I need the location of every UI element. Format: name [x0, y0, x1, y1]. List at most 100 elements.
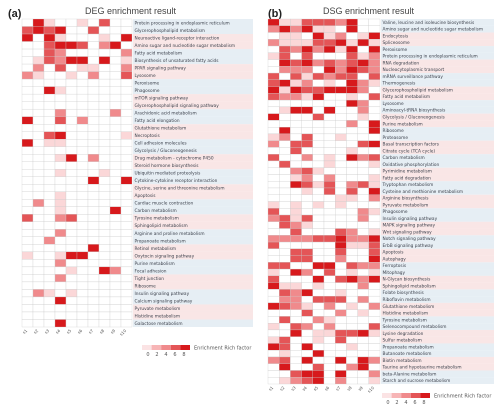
heatmap-cell	[290, 99, 302, 108]
heatmap-cell	[357, 72, 369, 80]
term-band	[381, 350, 494, 357]
heatmap-cell	[301, 106, 313, 114]
heatmap-cell	[32, 236, 45, 245]
heatmap-cell	[357, 45, 369, 53]
heatmap-cell	[346, 187, 358, 195]
heatmap-cell	[346, 377, 358, 385]
heatmap-cell	[357, 127, 369, 135]
heatmap-cell	[357, 79, 369, 87]
heatmap-cell	[312, 248, 325, 256]
heatmap-cell	[267, 221, 280, 229]
heatmap-cell	[54, 176, 67, 185]
heatmap-cell	[54, 63, 67, 72]
heatmap-cell	[312, 154, 325, 162]
heatmap-cell	[279, 39, 291, 47]
heatmap-cell	[346, 120, 358, 128]
heatmap-cell	[279, 295, 291, 304]
heatmap-cell	[54, 259, 67, 268]
heatmap-cell	[267, 25, 280, 33]
term-band	[381, 248, 494, 256]
heatmap-cell	[98, 229, 111, 237]
heatmap-cell	[279, 323, 291, 331]
heatmap-cell	[76, 41, 89, 50]
heatmap-cell	[32, 48, 45, 57]
heatmap-cell	[335, 370, 347, 378]
heatmap-cell	[312, 32, 325, 40]
term-label: Tight junction	[134, 276, 165, 282]
term-band	[381, 201, 494, 209]
heatmap-cell	[301, 201, 313, 209]
heatmap-cell	[301, 18, 313, 26]
panel-b-tag: (b)	[268, 8, 282, 20]
heatmap-cell	[21, 154, 34, 162]
heatmap-cell	[290, 113, 302, 121]
heatmap-cell	[368, 248, 381, 256]
heatmap-cell	[65, 251, 78, 260]
heatmap-cell	[335, 343, 347, 351]
term-label: Endocytosis	[383, 33, 409, 39]
heatmap-cell	[323, 248, 336, 256]
term-band	[381, 160, 494, 168]
heatmap-cell	[54, 169, 67, 177]
heatmap-cell	[335, 241, 347, 249]
heatmap-cell	[290, 133, 302, 141]
heatmap-cell	[267, 174, 280, 182]
heatmap-cell	[267, 336, 280, 344]
heatmap-cell	[335, 275, 347, 283]
heatmap-cell	[76, 101, 89, 110]
heatmap-cell	[323, 140, 336, 148]
heatmap-cell	[87, 176, 100, 185]
heatmap-cell	[368, 187, 381, 195]
legend-swatch	[382, 393, 392, 398]
heatmap-cell	[98, 146, 111, 155]
heatmap-cell	[346, 370, 358, 378]
term-band	[133, 184, 253, 192]
panel-a-heatmap	[21, 18, 133, 328]
heatmap-cell	[290, 221, 302, 229]
heatmap-cell	[76, 274, 89, 283]
term-label: Pyrimidine metabolism	[383, 169, 432, 175]
heatmap-cell	[54, 244, 67, 253]
heatmap-cell	[357, 248, 369, 256]
heatmap-cell	[290, 93, 302, 101]
heatmap-cell	[65, 266, 78, 275]
heatmap-cell	[323, 133, 336, 141]
heatmap-cell	[290, 32, 302, 40]
heatmap-cell	[357, 329, 369, 337]
heatmap-cell	[290, 289, 302, 297]
heatmap-cell	[357, 167, 369, 175]
term-label: Ribosome	[383, 128, 405, 134]
heatmap-cell	[357, 241, 369, 249]
heatmap-cell	[76, 124, 89, 132]
heatmap-cell	[290, 268, 302, 276]
term-label: mRNA surveillance pathway	[383, 74, 444, 80]
heatmap-cell	[312, 106, 325, 114]
heatmap-cell	[109, 78, 122, 87]
heatmap-cell	[21, 161, 34, 170]
heatmap-cell	[290, 350, 302, 358]
heatmap-cell	[279, 106, 291, 114]
heatmap-cell	[346, 52, 358, 60]
heatmap-cell	[21, 176, 34, 185]
term-band	[381, 86, 494, 94]
heatmap-cell	[368, 268, 381, 276]
heatmap-cell	[267, 79, 280, 87]
heatmap-cell	[267, 133, 280, 141]
heatmap-cell	[357, 268, 369, 276]
heatmap-cell	[346, 32, 358, 40]
term-label: Ribosome	[135, 283, 157, 289]
term-band	[133, 266, 253, 275]
heatmap-cell	[357, 309, 369, 317]
heatmap-cell	[32, 161, 45, 170]
heatmap-cell	[312, 39, 325, 47]
heatmap-cell	[312, 99, 325, 108]
heatmap-cell	[290, 356, 302, 364]
panel-a-tag: (a)	[8, 8, 22, 20]
heatmap-cell	[87, 274, 100, 283]
heatmap-cell	[65, 176, 78, 185]
term-label: Notch signaling pathway	[383, 236, 437, 242]
heatmap-cell	[267, 39, 280, 47]
heatmap-cell	[357, 289, 369, 297]
heatmap-cell	[357, 343, 369, 351]
term-band	[133, 244, 253, 252]
